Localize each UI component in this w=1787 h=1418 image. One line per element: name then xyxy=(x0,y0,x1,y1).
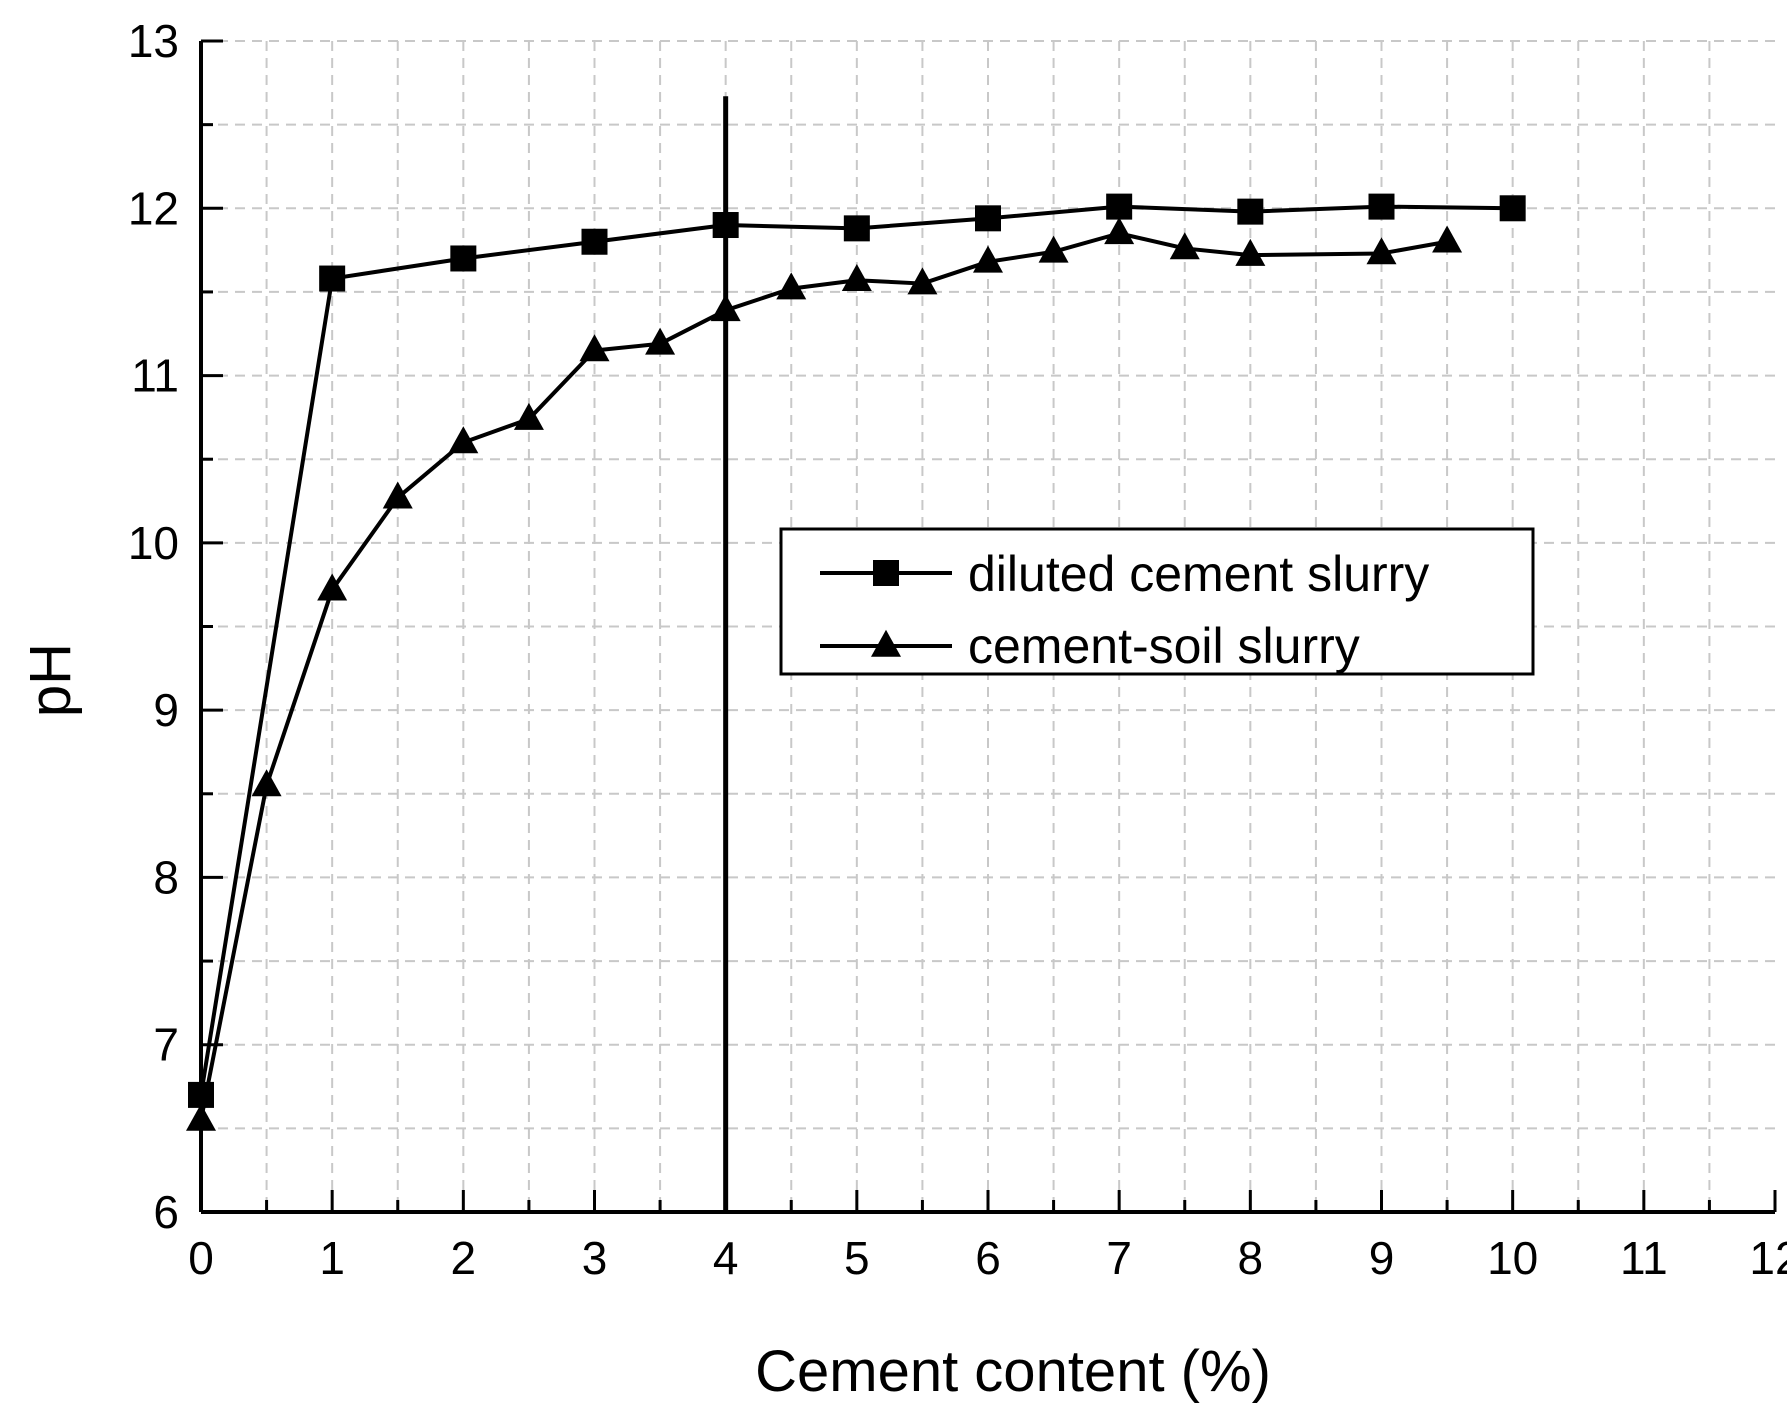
data-point-square xyxy=(712,212,739,239)
data-point-square xyxy=(1106,193,1133,220)
x-tick-label: 11 xyxy=(1620,1232,1668,1284)
data-point-square xyxy=(188,1081,214,1108)
data-point-triangle xyxy=(1038,235,1069,263)
x-tick-label: 10 xyxy=(1487,1232,1538,1284)
data-point-triangle xyxy=(579,334,610,362)
x-tick-label: 4 xyxy=(713,1232,739,1284)
data-point-triangle xyxy=(317,573,348,601)
x-tick-label: 6 xyxy=(975,1232,1001,1284)
x-tick-label: 12 xyxy=(1749,1232,1787,1284)
data-point-triangle xyxy=(1104,217,1135,245)
data-point-triangle xyxy=(448,426,479,454)
data-point-triangle xyxy=(776,272,807,300)
y-axis-label: pH xyxy=(18,643,83,717)
data-point-triangle xyxy=(645,327,676,355)
data-point-square xyxy=(843,215,870,242)
y-tick-label: 12 xyxy=(128,182,179,234)
legend-label-cement-soil-slurry: cement-soil slurry xyxy=(968,618,1360,674)
data-point-triangle xyxy=(973,245,1003,273)
data-point-triangle xyxy=(841,264,872,292)
data-point-square xyxy=(1368,193,1395,220)
x-tick-label: 7 xyxy=(1106,1232,1132,1284)
x-tick-label: 2 xyxy=(451,1232,477,1284)
legend-marker-square xyxy=(873,560,899,586)
y-tick-label: 11 xyxy=(131,350,179,402)
legend-box xyxy=(779,527,1535,676)
data-point-square xyxy=(1237,198,1264,225)
data-point-triangle xyxy=(186,1103,216,1131)
ticks: 0123456789101112678910111213 xyxy=(128,15,1787,1284)
series-diluted-cement-slurry xyxy=(188,193,1526,1108)
data-point-square xyxy=(319,265,346,292)
data-point-square xyxy=(581,228,608,255)
data-point-triangle xyxy=(710,294,741,322)
x-tick-label: 5 xyxy=(844,1232,870,1284)
y-tick-label: 9 xyxy=(153,684,179,736)
y-tick-label: 10 xyxy=(128,517,179,569)
data-point-square xyxy=(975,205,1001,232)
data-point-triangle xyxy=(1169,232,1200,260)
data-point-triangle xyxy=(1366,237,1397,265)
y-tick-label: 8 xyxy=(153,851,179,903)
data-point-square xyxy=(450,245,477,272)
series-cement-soil-slurry xyxy=(186,217,1463,1131)
series-group xyxy=(186,193,1526,1131)
x-tick-label: 1 xyxy=(319,1232,345,1284)
legend-label-diluted-cement-slurry: diluted cement slurry xyxy=(968,546,1429,602)
x-tick-label: 3 xyxy=(582,1232,608,1284)
y-tick-label: 13 xyxy=(128,15,179,67)
legend: diluted cement slurry cement-soil slurry xyxy=(779,527,1535,676)
x-tick-label: 0 xyxy=(188,1232,214,1284)
y-tick-label: 6 xyxy=(153,1186,179,1238)
data-point-square xyxy=(1499,195,1526,222)
data-point-triangle xyxy=(513,402,544,430)
legend-marker-triangle xyxy=(871,629,901,657)
data-point-triangle xyxy=(1235,238,1266,266)
data-point-triangle xyxy=(1432,225,1463,253)
data-point-triangle xyxy=(907,267,938,295)
data-point-triangle xyxy=(382,481,413,509)
data-point-triangle xyxy=(251,769,282,797)
x-tick-label: 9 xyxy=(1369,1232,1395,1284)
x-tick-label: 8 xyxy=(1238,1232,1264,1284)
y-tick-label: 7 xyxy=(153,1019,179,1071)
x-axis-label: Cement content (%) xyxy=(755,1339,1271,1404)
